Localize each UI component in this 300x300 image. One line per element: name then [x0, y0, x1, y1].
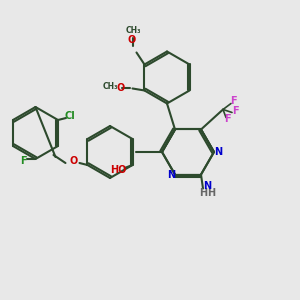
Text: O: O	[116, 83, 124, 94]
Text: CH₃: CH₃	[126, 26, 141, 35]
Text: F: F	[230, 97, 236, 106]
Text: N: N	[203, 181, 211, 190]
Text: HO: HO	[110, 165, 127, 175]
Text: O: O	[128, 35, 136, 46]
Text: H: H	[199, 188, 207, 197]
Text: O: O	[69, 156, 78, 166]
Text: F: F	[232, 106, 238, 116]
Text: N: N	[214, 147, 222, 157]
Text: H: H	[207, 188, 215, 197]
Text: Cl: Cl	[64, 111, 75, 121]
Text: F: F	[224, 115, 230, 124]
Text: CH₃: CH₃	[103, 82, 118, 91]
Text: N: N	[167, 169, 175, 179]
Text: F: F	[20, 156, 27, 166]
